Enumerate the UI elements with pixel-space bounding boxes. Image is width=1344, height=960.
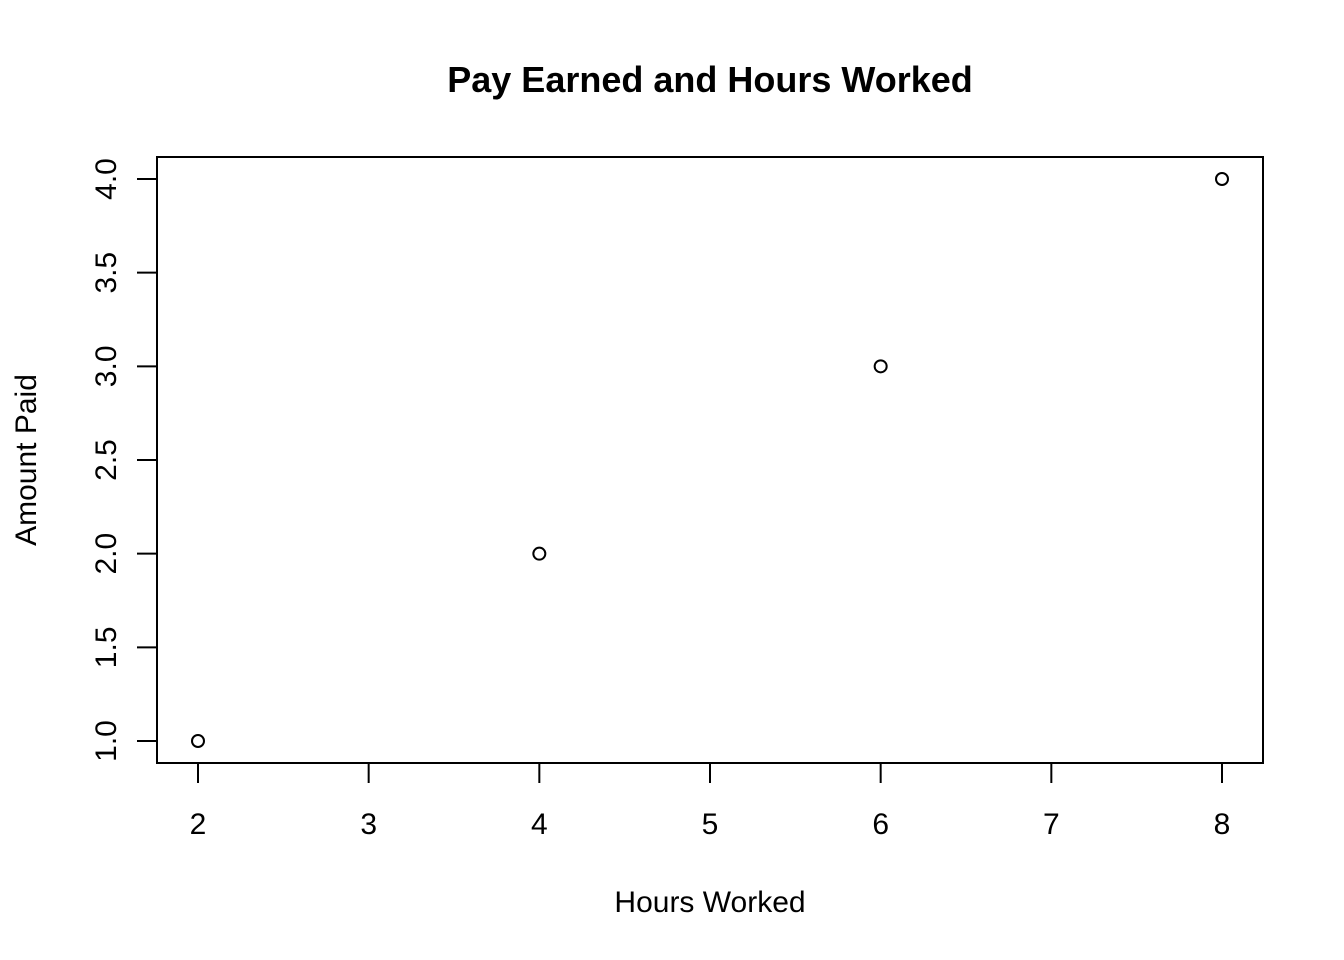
x-tick-label: 6 (872, 808, 889, 841)
data-points (191, 172, 1229, 748)
y-axis-label: Amount Paid (10, 374, 43, 546)
x-tick-label: 3 (360, 808, 377, 841)
y-axis: 1.0 1.5 2.0 2.5 3.0 3.5 4.0 (90, 158, 157, 762)
data-point (191, 734, 205, 748)
x-tick-label: 5 (702, 808, 719, 841)
x-axis-label: Hours Worked (614, 886, 805, 919)
data-point (532, 546, 547, 561)
x-tick-label: 2 (190, 808, 207, 841)
data-point (873, 359, 888, 374)
x-axis: 2 3 4 5 6 7 8 (190, 763, 1231, 841)
x-tick-label: 7 (1043, 808, 1060, 841)
y-tick-label: 2.5 (90, 439, 123, 481)
data-point (1215, 172, 1229, 186)
y-tick-label: 1.5 (90, 626, 123, 668)
y-tick-label: 3.0 (90, 345, 123, 387)
y-tick-label: 2.0 (90, 533, 123, 575)
plot-frame (156, 156, 1264, 764)
y-tick-label: 1.0 (90, 720, 123, 762)
x-tick-label: 8 (1214, 808, 1231, 841)
chart-title: Pay Earned and Hours Worked (447, 59, 972, 100)
y-tick-label: 3.5 (90, 252, 123, 294)
y-tick-label: 4.0 (90, 158, 123, 200)
x-tick-label: 4 (531, 808, 548, 841)
